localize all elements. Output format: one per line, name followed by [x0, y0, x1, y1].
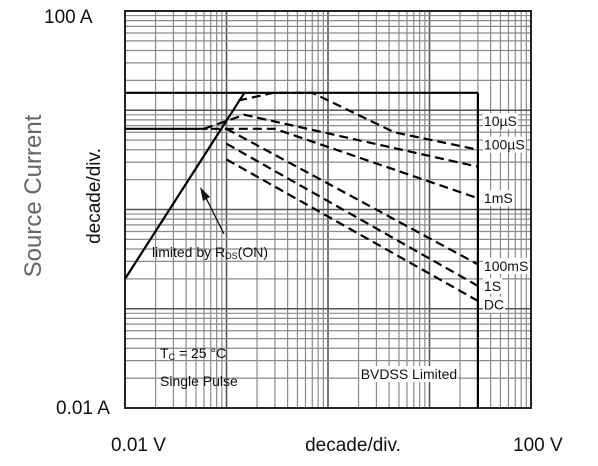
y-axis-title: Source Current: [20, 114, 47, 277]
curve-label-1s: 1S: [484, 278, 501, 294]
rds-label-prefix: limited by R: [152, 244, 225, 260]
rds-arrow-shaft: [204, 195, 225, 235]
series-line-100ms: [225, 127, 479, 266]
pulse-note: Single Pulse: [160, 373, 238, 389]
curve-label-100ms: 100mS: [484, 258, 528, 274]
curve-label-background: [482, 296, 506, 313]
rds-limit-note: limited by RDS(ON): [152, 187, 268, 261]
tc-note: TC = 25 °C: [160, 345, 226, 362]
curve-label-background: [482, 190, 514, 207]
curve-label-background: [359, 366, 459, 383]
curve-label-background: [482, 277, 503, 294]
rds-arrow-head: [200, 187, 210, 201]
curve-label-background: [482, 136, 526, 153]
y-tick-label-bottom: 0.01 A: [56, 398, 110, 419]
rds-label-suffix: (ON): [238, 244, 268, 260]
curve-label-10s: 10µS: [484, 113, 517, 129]
tc-sub: C: [169, 352, 176, 362]
curve-label-dc: DC: [484, 297, 504, 313]
x-tick-label-right: 100 V: [513, 435, 563, 456]
series-line-1ms: [210, 127, 479, 200]
series-line-dc: [225, 158, 479, 302]
y-axis-label: decade/div.: [84, 148, 105, 244]
tc-suffix: = 25 °C: [175, 345, 226, 361]
curve-label-1ms: 1mS: [484, 190, 513, 206]
x-tick-label-left: 0.01 V: [111, 435, 166, 456]
annotations: 10µS 100µS 1mS 100mS 1S DC BVDSS Limited: [359, 112, 530, 383]
series-line-10s: [237, 91, 479, 151]
plot-frame: [124, 10, 532, 409]
y-tick-label-top: 100 A: [44, 7, 93, 28]
curve-label-100s: 100µS: [484, 137, 525, 153]
series-line-1s: [225, 142, 479, 287]
rds-label: limited by RDS(ON): [152, 244, 268, 261]
curve-label-background: [482, 257, 530, 274]
series-line-100s: [203, 113, 479, 168]
grid: [124, 10, 532, 409]
rds-label-sub: DS: [225, 251, 238, 261]
curve-label-background: [482, 112, 518, 129]
curve-label-bvdsslimited: BVDSS Limited: [361, 366, 457, 382]
series-lines: [124, 91, 479, 408]
tc-prefix: T: [160, 345, 169, 361]
x-axis-label: decade/div.: [305, 435, 401, 456]
boundary-line-0: [124, 92, 246, 280]
